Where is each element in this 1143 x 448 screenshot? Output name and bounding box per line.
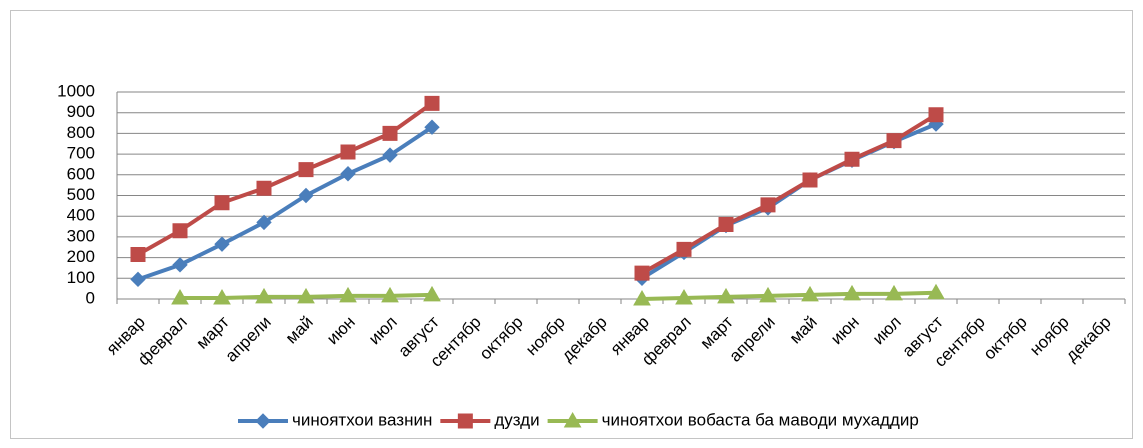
data-point (297, 287, 315, 304)
data-point (340, 144, 356, 160)
data-point (928, 107, 944, 123)
data-point (171, 288, 189, 305)
data-point (256, 214, 272, 231)
legend-label: чиноятхои вобаста ба маводи мухаддир (602, 410, 919, 429)
data-point (256, 180, 272, 196)
y-tick-label: 700 (67, 144, 95, 163)
legend-marker (563, 411, 582, 428)
data-point (381, 286, 399, 303)
data-point (172, 257, 188, 273)
data-point (760, 197, 776, 213)
data-point (214, 195, 230, 211)
legend-label: чиноятхои вазнин (292, 410, 432, 429)
data-point (130, 246, 146, 262)
data-point (885, 284, 903, 301)
data-point (633, 289, 651, 306)
data-point (213, 288, 231, 305)
data-point (717, 287, 735, 304)
data-point (255, 287, 273, 304)
y-tick-label: 800 (67, 123, 95, 142)
data-point (802, 172, 818, 188)
y-tick-label: 500 (67, 185, 95, 204)
data-point (843, 284, 861, 301)
data-point (130, 271, 146, 288)
y-tick-label: 300 (67, 226, 95, 245)
y-tick-label: 900 (67, 102, 95, 121)
data-point (759, 286, 777, 303)
data-point (214, 236, 230, 252)
y-tick-label: 1000 (57, 81, 95, 100)
y-tick-label: 100 (67, 268, 95, 287)
data-point (340, 166, 356, 182)
data-point (718, 216, 734, 232)
y-tick-label: 400 (67, 206, 95, 225)
data-point (424, 95, 440, 111)
legend-marker (457, 413, 473, 429)
y-tick-label: 200 (67, 247, 95, 266)
data-point (676, 241, 692, 257)
data-point (382, 147, 398, 163)
data-point (927, 283, 945, 300)
data-point (634, 265, 650, 281)
data-point (801, 285, 819, 302)
y-tick-label: 0 (86, 288, 95, 307)
chart-frame (10, 10, 1133, 439)
data-point (339, 286, 357, 303)
legend-marker (255, 413, 271, 429)
legend-label: дузди (494, 410, 539, 429)
data-point (886, 133, 902, 149)
data-point (382, 125, 398, 141)
data-point (298, 187, 314, 204)
data-point (675, 288, 693, 305)
data-point (844, 151, 860, 167)
data-point (298, 162, 314, 178)
data-point (424, 119, 440, 135)
y-tick-label: 600 (67, 164, 95, 183)
data-point (423, 285, 441, 302)
data-point (172, 223, 188, 239)
